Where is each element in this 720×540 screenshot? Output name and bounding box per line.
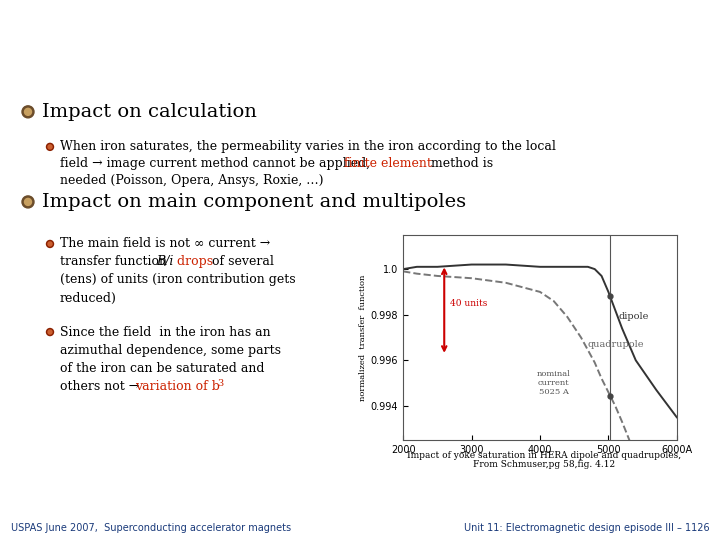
Circle shape [47, 240, 53, 247]
Circle shape [47, 144, 53, 150]
Text: transfer function: transfer function [60, 255, 171, 268]
Text: 3. IRON YOKE - SATURATION: 3. IRON YOKE - SATURATION [196, 29, 524, 49]
Text: 40 units: 40 units [450, 299, 487, 308]
Text: 3: 3 [217, 379, 223, 388]
Circle shape [47, 328, 53, 335]
Text: reduced): reduced) [60, 292, 117, 305]
Circle shape [24, 198, 32, 205]
Text: nominal
current
5025 A: nominal current 5025 A [536, 370, 571, 396]
Text: Impact on main component and multipoles: Impact on main component and multipoles [42, 193, 466, 211]
Circle shape [48, 145, 52, 149]
Circle shape [22, 196, 34, 208]
Text: dipole: dipole [618, 312, 649, 321]
Circle shape [22, 106, 34, 118]
Text: USPAS June 2007,  Superconducting accelerator magnets: USPAS June 2007, Superconducting acceler… [11, 523, 291, 533]
Text: Unit 11: Electromagnetic design episode III – 1126: Unit 11: Electromagnetic design episode … [464, 523, 709, 533]
Y-axis label: normalized  transfer  function: normalized transfer function [359, 274, 366, 401]
Text: Impact of yoke saturation in HERA dipole and quadrupoles,: Impact of yoke saturation in HERA dipole… [407, 451, 680, 460]
Text: drops: drops [173, 255, 213, 268]
Text: Since the field  in the iron has an: Since the field in the iron has an [60, 326, 271, 339]
Circle shape [48, 330, 52, 334]
Text: of the iron can be saturated and: of the iron can be saturated and [60, 362, 264, 375]
Text: CERN: CERN [665, 34, 692, 44]
Text: When iron saturates, the permeability varies in the iron according to the local: When iron saturates, the permeability va… [60, 140, 556, 153]
Text: needed (Poisson, Opera, Ansys, Roxie, …): needed (Poisson, Opera, Ansys, Roxie, …) [60, 174, 323, 187]
Circle shape [48, 242, 52, 246]
Text: The main field is not ∞ current →: The main field is not ∞ current → [60, 238, 270, 251]
Circle shape [24, 109, 32, 116]
Text: azimuthal dependence, some parts: azimuthal dependence, some parts [60, 343, 281, 356]
Text: From Schmuser,pg 58,fig. 4.12: From Schmuser,pg 58,fig. 4.12 [472, 460, 615, 469]
Text: method is: method is [427, 157, 493, 171]
Text: variation of b: variation of b [135, 380, 220, 393]
Text: Impact on calculation: Impact on calculation [42, 103, 257, 121]
Text: ⊗⊗⊗: ⊗⊗⊗ [30, 43, 53, 53]
Text: of several: of several [208, 255, 274, 268]
Text: field → image current method cannot be applied,: field → image current method cannot be a… [60, 157, 374, 171]
Text: B/i: B/i [156, 255, 174, 268]
Text: finite element: finite element [344, 157, 432, 171]
Text: others not →: others not → [60, 380, 148, 393]
Text: quadrupole: quadrupole [588, 340, 644, 349]
Text: (tens) of units (iron contribution gets: (tens) of units (iron contribution gets [60, 273, 296, 287]
Text: ISS: ISS [30, 20, 53, 33]
